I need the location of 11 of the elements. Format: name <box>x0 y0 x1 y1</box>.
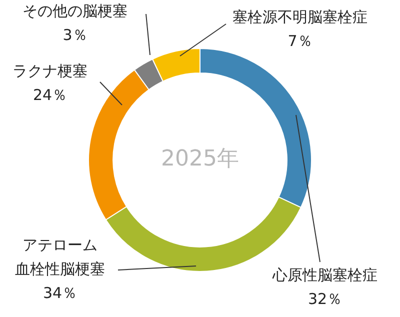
slice-label: アテローム血栓性脳梗塞 <box>15 236 105 278</box>
data-label: 3％ <box>62 26 88 44</box>
data-label: 7％ <box>288 32 312 50</box>
data-label: 32％ <box>308 290 342 308</box>
slice-label: ラクナ梗塞 <box>12 62 88 80</box>
slice-label: 塞栓源不明脳塞栓症 <box>232 8 368 26</box>
slice-label: 心原性脳塞栓症 <box>272 266 378 284</box>
text: 2025年 <box>161 146 239 172</box>
data-label: 34％ <box>42 284 78 302</box>
slice-label: その他の脳梗塞 <box>22 2 128 20</box>
data-label: 24％ <box>32 86 68 104</box>
